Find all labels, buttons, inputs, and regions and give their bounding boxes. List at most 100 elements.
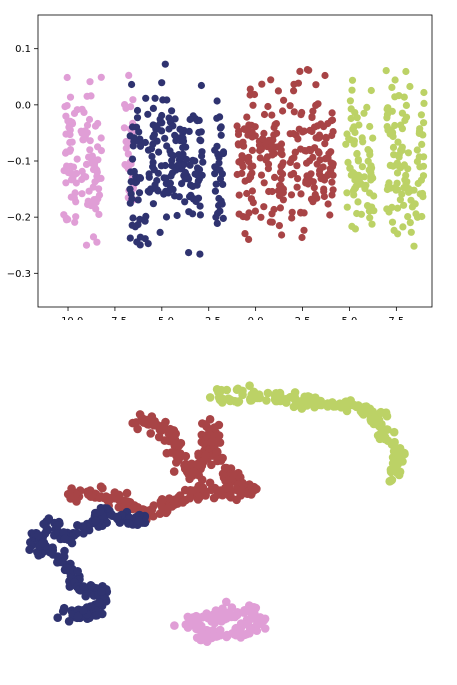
embedding-point xyxy=(194,481,204,491)
embedding-point xyxy=(232,623,241,633)
embedding-point xyxy=(247,392,257,402)
embedding-point xyxy=(197,437,207,447)
data-point xyxy=(298,108,306,117)
embedding-point xyxy=(85,613,94,623)
data-point xyxy=(405,188,413,196)
data-point xyxy=(168,169,176,177)
embedding-point xyxy=(246,625,255,634)
data-point xyxy=(343,130,351,138)
embedding-point xyxy=(196,464,205,474)
embedding-point xyxy=(99,493,109,503)
embedding-point xyxy=(54,517,64,527)
embedding-point xyxy=(35,541,44,551)
data-point xyxy=(280,96,288,104)
embedding-point xyxy=(53,613,62,622)
data-point xyxy=(154,187,162,195)
embedding-point xyxy=(149,421,159,430)
data-point xyxy=(149,158,157,166)
data-point xyxy=(286,102,294,110)
data-point xyxy=(243,113,251,121)
scatter-plot-top: −10.0 −7.5 −5.0 −2.5 0.0 2.5 5.0 7.5 0.1 0.0 −0.1 −… xyxy=(7,14,433,320)
embedding-point xyxy=(89,591,99,600)
data-point xyxy=(129,214,137,222)
embedding-point xyxy=(162,448,172,458)
data-point xyxy=(166,179,174,187)
embedding-point xyxy=(183,619,192,629)
data-point xyxy=(82,160,91,168)
embedding-point xyxy=(63,489,73,499)
embedding-point xyxy=(386,465,396,475)
embedding-point xyxy=(192,624,201,634)
data-point xyxy=(399,223,407,231)
embedding-point xyxy=(183,612,193,622)
data-point xyxy=(121,101,129,109)
embedding-point xyxy=(220,615,229,624)
embedding-point xyxy=(218,398,227,407)
data-point xyxy=(88,152,96,160)
embedding-point xyxy=(66,572,76,581)
data-point xyxy=(351,170,359,179)
embedding-point xyxy=(123,519,133,528)
embedding-point xyxy=(227,603,237,612)
data-point xyxy=(268,151,276,159)
embedding-point xyxy=(162,507,172,516)
embedding-point xyxy=(156,426,166,436)
embedding-point xyxy=(144,415,154,425)
data-point xyxy=(290,108,298,116)
embedding-point xyxy=(71,489,81,498)
data-point xyxy=(86,146,94,154)
embedding-point xyxy=(122,488,132,498)
embedding-point xyxy=(116,500,126,510)
embedding-point xyxy=(147,414,157,424)
embedding-point xyxy=(205,442,215,452)
embedding-point xyxy=(391,455,401,464)
x-tick-label: 7.5 xyxy=(388,316,404,320)
embedding-point xyxy=(201,436,210,446)
embedding-point xyxy=(323,402,333,411)
embedding-point xyxy=(180,461,189,470)
data-point xyxy=(189,182,197,190)
data-point xyxy=(320,123,328,131)
data-point xyxy=(269,136,277,144)
data-point xyxy=(176,125,184,133)
data-point xyxy=(367,86,375,95)
embedding-point xyxy=(37,538,46,547)
data-point xyxy=(278,183,286,191)
embedding-point xyxy=(75,572,84,581)
embedding-point xyxy=(290,392,299,401)
embedding-point xyxy=(97,587,106,596)
embedding-point xyxy=(62,564,72,573)
embedding-point xyxy=(146,505,156,514)
embedding-point xyxy=(133,424,142,434)
embedding-point xyxy=(88,516,97,526)
data-point xyxy=(357,210,365,218)
data-point xyxy=(412,210,420,218)
embedding-point xyxy=(392,468,402,478)
embedding-point xyxy=(245,629,254,638)
data-point xyxy=(235,191,243,199)
embedding-point xyxy=(198,436,208,446)
data-point xyxy=(87,92,95,100)
embedding-point xyxy=(165,436,174,446)
data-point xyxy=(245,158,253,166)
embedding-point xyxy=(157,502,167,512)
data-point xyxy=(247,195,256,203)
embedding-point xyxy=(234,475,244,485)
embedding-point xyxy=(235,629,245,639)
embedding-point xyxy=(394,455,404,465)
data-point xyxy=(133,114,142,122)
embedding-point xyxy=(242,629,251,639)
embedding-point xyxy=(238,386,247,396)
embedding-point xyxy=(210,441,219,451)
embedding-point xyxy=(377,419,386,429)
embedding-point xyxy=(154,422,163,431)
embedding-point xyxy=(73,567,82,576)
embedding-point xyxy=(187,486,197,496)
data-point xyxy=(66,126,74,134)
embedding-point xyxy=(170,500,179,509)
embedding-point xyxy=(215,389,224,399)
embedding-point xyxy=(249,607,259,617)
embedding-point xyxy=(172,444,181,453)
data-point xyxy=(193,117,201,125)
embedding-point xyxy=(79,584,89,593)
